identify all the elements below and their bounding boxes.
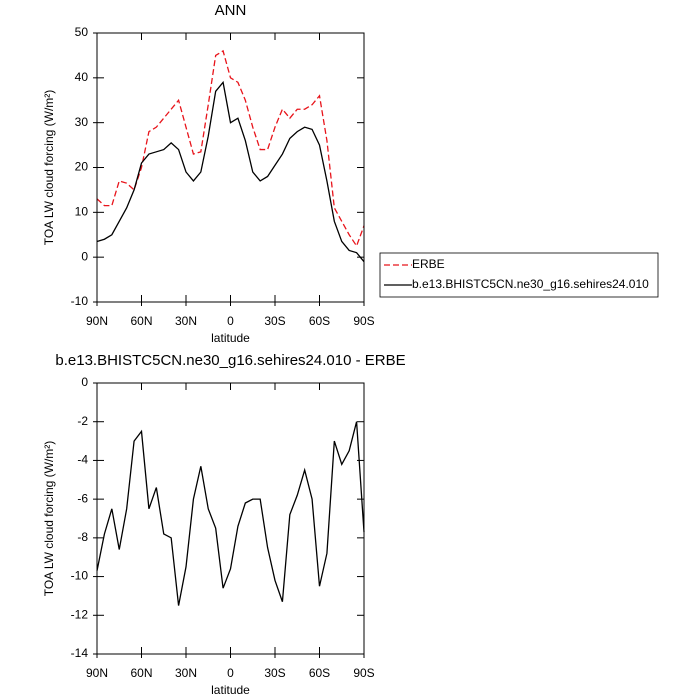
y-tick-label: -6 [77,491,88,505]
y-tick-label: -12 [71,607,89,621]
data-line [96,80,365,263]
x-tick-label: 30S [264,314,285,328]
plot-frame [96,32,365,303]
y-tick-label: 30 [75,115,89,129]
x-tick-label: 90N [86,666,108,680]
legend-label: b.e13.BHISTC5CN.ne30_g16.sehires24.010 [412,277,649,291]
y-tick-label: -10 [71,294,89,308]
y-tick-label: 10 [75,205,89,219]
x-tick-label: 60N [130,314,152,328]
y-tick-label: 0 [81,249,88,263]
x-tick-label: 0 [227,314,234,328]
data-line [96,49,365,248]
plot-frame [96,382,365,655]
x-axis-label: latitude [211,331,250,345]
y-axis-label: TOA LW cloud forcing (W/m²) [42,441,56,597]
x-tick-label: 0 [227,666,234,680]
x-tick-label: 90S [353,666,374,680]
y-tick-label: 50 [75,25,89,39]
legend-label: ERBE [412,257,445,271]
y-tick-label: 20 [75,160,89,174]
x-tick-label: 30N [175,666,197,680]
x-tick-label: 60N [130,666,152,680]
y-tick-label: -10 [71,569,89,583]
chart-title: ANN [215,2,247,19]
y-tick-label: 0 [81,375,88,389]
x-tick-label: 60S [309,666,330,680]
x-tick-label: 30S [264,666,285,680]
y-tick-label: -14 [71,646,89,660]
y-tick-label: -2 [77,414,88,428]
x-axis-label: latitude [211,683,250,697]
data-line [96,421,365,606]
y-tick-label: 40 [75,70,89,84]
chart-title: b.e13.BHISTC5CN.ne30_g16.sehires24.010 -… [55,352,405,369]
y-axis-label: TOA LW cloud forcing (W/m²) [42,90,56,246]
x-tick-label: 90N [86,314,108,328]
x-tick-label: 90S [353,314,374,328]
legend-box [379,252,659,298]
x-tick-label: 60S [309,314,330,328]
y-tick-label: -8 [77,530,88,544]
x-tick-label: 30N [175,314,197,328]
y-tick-label: -4 [77,453,88,467]
